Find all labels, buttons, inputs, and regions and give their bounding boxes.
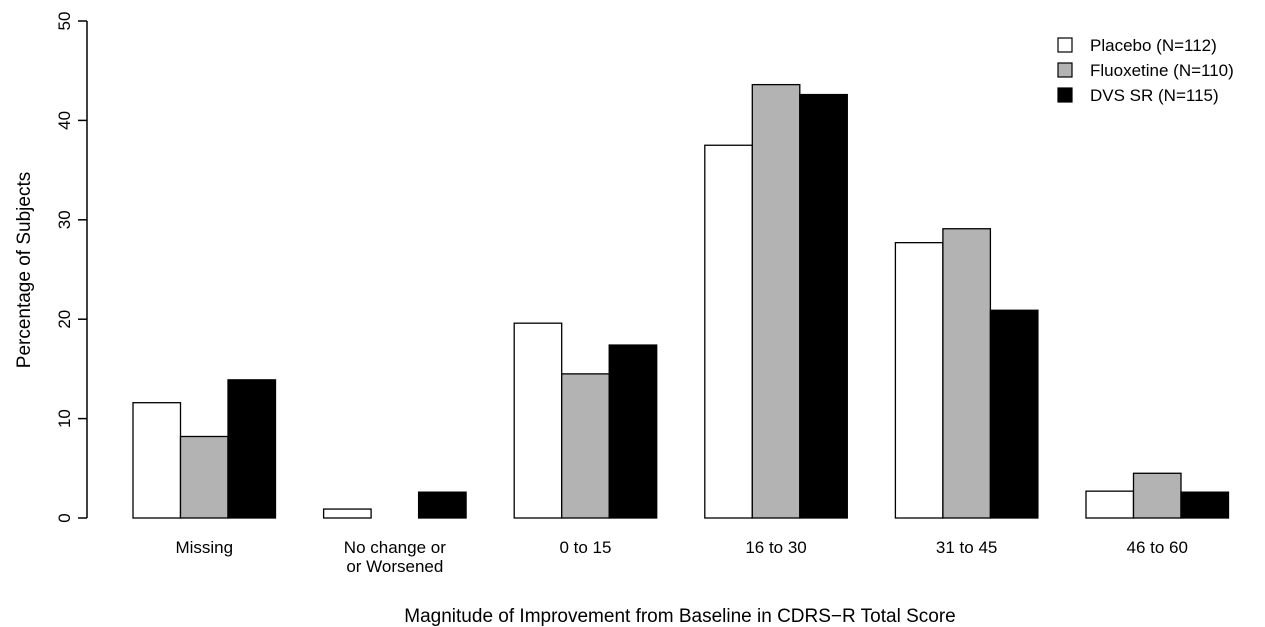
x-axis-title: Magnitude of Improvement from Baseline i… xyxy=(404,606,955,627)
x-tick-label: 46 to 60 xyxy=(1127,538,1188,557)
x-tick-label: 31 to 45 xyxy=(936,538,997,557)
bar-fluoxetine xyxy=(942,228,992,519)
bar-placebo xyxy=(513,322,563,519)
y-axis: 0 10 20 30 40 50 xyxy=(55,12,88,523)
legend-swatch xyxy=(1057,37,1073,53)
y-tick-label: 0 xyxy=(55,513,74,522)
legend: Placebo (N=112) Fluoxetine (N=110) DVS SR … xyxy=(1057,36,1234,105)
bar-fluoxetine xyxy=(179,435,229,519)
x-tick-label: Missing xyxy=(175,538,233,557)
x-tick-label: 0 to 15 xyxy=(559,538,611,557)
bar-dvs-sr xyxy=(227,379,277,519)
legend-swatch xyxy=(1057,87,1073,103)
bar-fluoxetine xyxy=(751,83,801,519)
x-tick-label: No change or or Worsened xyxy=(344,538,446,576)
bar-placebo xyxy=(1085,490,1135,519)
y-tick-label: 50 xyxy=(55,12,74,31)
y-axis-title: Percentage of Subjects xyxy=(14,172,35,368)
bars xyxy=(132,83,1230,519)
x-tick-label: 16 to 30 xyxy=(745,538,806,557)
legend-swatch xyxy=(1057,62,1073,78)
bar-placebo xyxy=(704,144,753,519)
bar-dvs-sr xyxy=(1180,491,1230,519)
legend-label: Placebo (N=112) xyxy=(1090,36,1217,55)
bar-fluoxetine xyxy=(1132,472,1182,519)
bar-placebo xyxy=(322,508,372,519)
legend-label: Fluoxetine (N=110) xyxy=(1090,61,1234,80)
bar-fluoxetine xyxy=(561,373,610,519)
y-tick-label: 10 xyxy=(55,409,74,428)
y-tick-label: 20 xyxy=(55,310,74,329)
legend-label: DVS SR (N=115) xyxy=(1090,86,1219,105)
bar-dvs-sr xyxy=(417,491,467,519)
bar-placebo xyxy=(894,242,944,519)
bar-dvs-sr xyxy=(608,344,658,519)
bar-dvs-sr xyxy=(799,93,848,519)
y-tick-label: 40 xyxy=(55,111,74,130)
y-tick-label: 30 xyxy=(55,210,74,229)
bar-placebo xyxy=(132,402,182,519)
x-tick-labels: Missing No change or or Worsened 0 to 15 16 … xyxy=(175,538,1188,576)
bar-dvs-sr xyxy=(989,309,1039,519)
